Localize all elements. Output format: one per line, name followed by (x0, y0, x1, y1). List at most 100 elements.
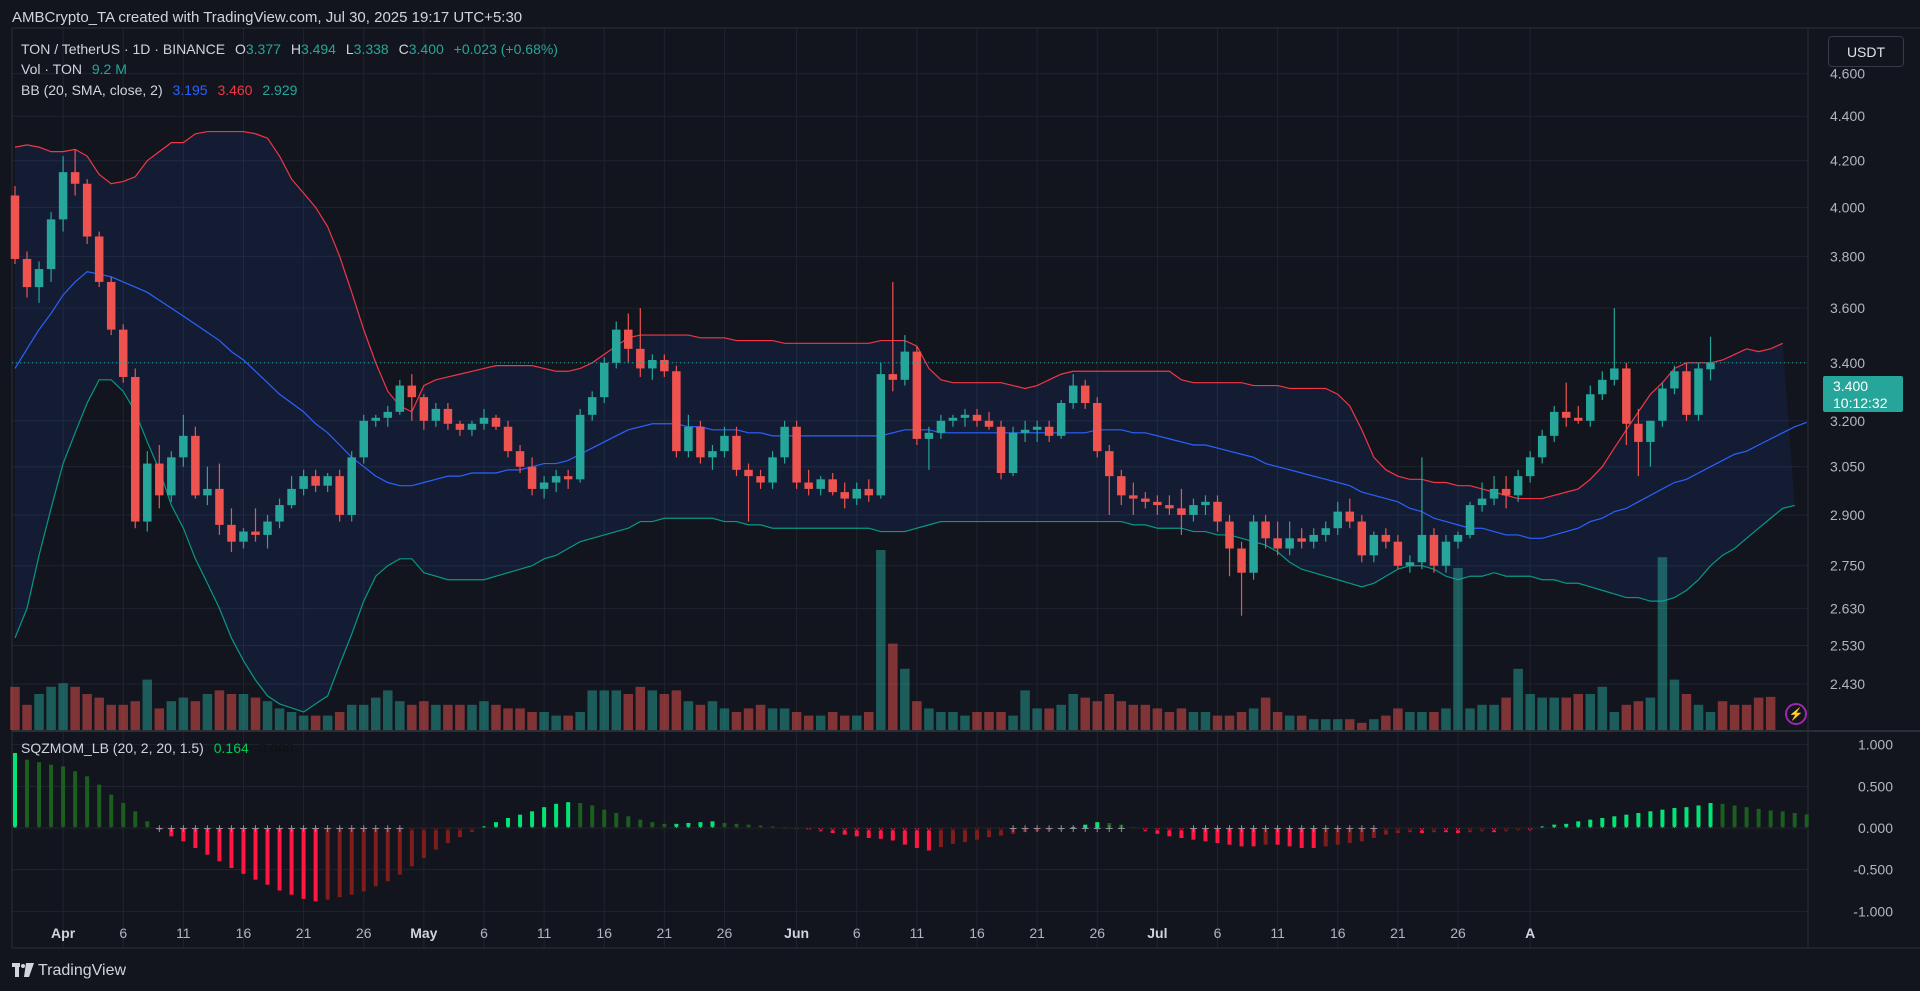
momentum-bar (1564, 823, 1569, 828)
squeeze-dot: × (588, 822, 597, 835)
price-axis-label: 4.000 (1830, 199, 1865, 215)
candle (1586, 385, 1595, 427)
volume-bar (1597, 686, 1608, 730)
candle (10, 186, 20, 264)
candle-body (1225, 521, 1234, 549)
price-axis-label: 4.400 (1830, 108, 1865, 124)
candle-body (780, 426, 789, 458)
momentum-bar (265, 828, 270, 885)
currency-button[interactable]: USDT (1828, 36, 1904, 67)
candle-body (660, 359, 669, 372)
candle-body (1105, 451, 1114, 477)
bb-upper-value: 3.460 (217, 82, 253, 98)
momentum-bar (1540, 826, 1545, 828)
momentum-bar (1780, 811, 1785, 828)
footer: TradingView (0, 953, 1920, 991)
squeeze-dot: + (1105, 822, 1114, 835)
squeeze-dot: × (828, 822, 837, 835)
candle-body (1032, 426, 1042, 430)
candle (1477, 482, 1487, 512)
momentum-bar (145, 821, 150, 828)
volume-bar (1453, 568, 1463, 730)
price-axis-label: 2.430 (1830, 676, 1865, 692)
volume-value: 9.2 M (91, 61, 127, 77)
candle-body (696, 426, 705, 458)
squeeze-dot: × (527, 822, 536, 835)
momentum-bar (1744, 807, 1749, 828)
bb-label[interactable]: BB (20, SMA, close, 2) (21, 82, 163, 98)
squeeze-dot: + (1261, 822, 1270, 835)
volume-bar (683, 701, 694, 730)
squeeze-dot: × (708, 822, 717, 835)
volume-label[interactable]: Vol · TON (21, 61, 82, 77)
candle-body (275, 505, 284, 522)
candle (455, 420, 465, 436)
momentum-bar (1143, 828, 1148, 832)
candle (612, 321, 621, 369)
candle-body (431, 408, 441, 421)
squeeze-dot: × (1718, 822, 1727, 835)
candle-body (383, 411, 393, 418)
price-axis-label: 4.200 (1830, 153, 1865, 169)
volume-bar (142, 679, 153, 730)
volume-bar (334, 712, 345, 730)
candle-body (1393, 541, 1403, 566)
candle-body (1309, 534, 1318, 542)
candle (167, 451, 176, 502)
momentum-bar (1287, 828, 1292, 847)
volume-bar (972, 712, 982, 730)
candle-body (82, 183, 92, 237)
squeeze-dot: + (275, 822, 284, 835)
time-axis-label: 11 (1270, 925, 1285, 941)
momentum-bar (1407, 828, 1412, 833)
candle (1117, 469, 1126, 506)
momentum-bar (578, 803, 583, 828)
volume-bar (1489, 704, 1499, 730)
candle (1574, 405, 1583, 424)
volume-legend: Vol · TON 9.2 M (21, 61, 133, 77)
candle (924, 426, 934, 470)
price-axis-label: 4.600 (1830, 66, 1865, 82)
squeeze-dot: × (491, 822, 500, 835)
squeeze-dot: + (1345, 822, 1354, 835)
volume-bar (1393, 708, 1403, 730)
momentum-bar (638, 819, 643, 828)
momentum-bar (830, 828, 835, 833)
candle (864, 479, 874, 502)
candle-body (1549, 411, 1559, 436)
volume-bar (1573, 694, 1583, 730)
volume-bar (900, 668, 910, 730)
candle-body (1441, 541, 1451, 566)
candle (708, 444, 717, 470)
momentum-bar (97, 784, 102, 828)
volume-bar (250, 697, 261, 730)
tradingview-logo[interactable]: TradingView (12, 962, 126, 980)
volume-bar (659, 694, 670, 730)
momentum-bar (205, 828, 210, 855)
candle-body (1658, 388, 1667, 421)
momentum-bar (674, 823, 679, 828)
candle (1285, 521, 1294, 556)
candle-body (1056, 403, 1066, 436)
candle (215, 463, 224, 535)
squeeze-dot: × (1754, 822, 1763, 835)
time-axis-label: 26 (1089, 925, 1105, 941)
momentum-bar (710, 821, 715, 828)
candle-body (972, 414, 982, 421)
momentum-bar (914, 828, 919, 848)
candle-body (287, 488, 296, 506)
momentum-bar (1443, 828, 1448, 833)
volume-bar (106, 704, 116, 730)
sqzmom-label[interactable]: SQZMOM_LB (20, 2, 20, 1.5) (21, 740, 204, 756)
volume-bar (22, 704, 32, 730)
candle (1309, 528, 1318, 549)
lightning-icon[interactable]: ⚡ (1785, 703, 1807, 725)
squeeze-dot: × (1610, 822, 1619, 835)
symbol-title[interactable]: TON / TetherUS · 1D · BINANCE (21, 41, 226, 57)
momentum-bar (253, 828, 258, 880)
momentum-bar (542, 807, 547, 828)
momentum-bar (590, 805, 595, 828)
volume-bar (611, 690, 621, 730)
momentum-bar (1383, 828, 1388, 835)
